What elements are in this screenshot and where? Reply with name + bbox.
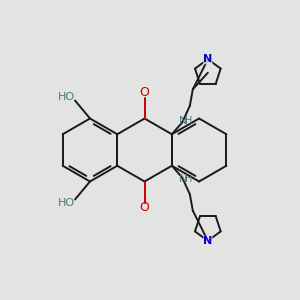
Text: N: N <box>179 116 187 126</box>
Text: N: N <box>179 174 187 184</box>
Text: O: O <box>140 85 149 99</box>
Text: N: N <box>203 236 212 246</box>
Text: N: N <box>203 54 212 64</box>
Text: H: H <box>185 174 193 184</box>
Text: HO: HO <box>57 92 75 102</box>
Text: HO: HO <box>57 198 75 208</box>
Text: O: O <box>140 201 149 214</box>
Text: H: H <box>185 116 193 126</box>
